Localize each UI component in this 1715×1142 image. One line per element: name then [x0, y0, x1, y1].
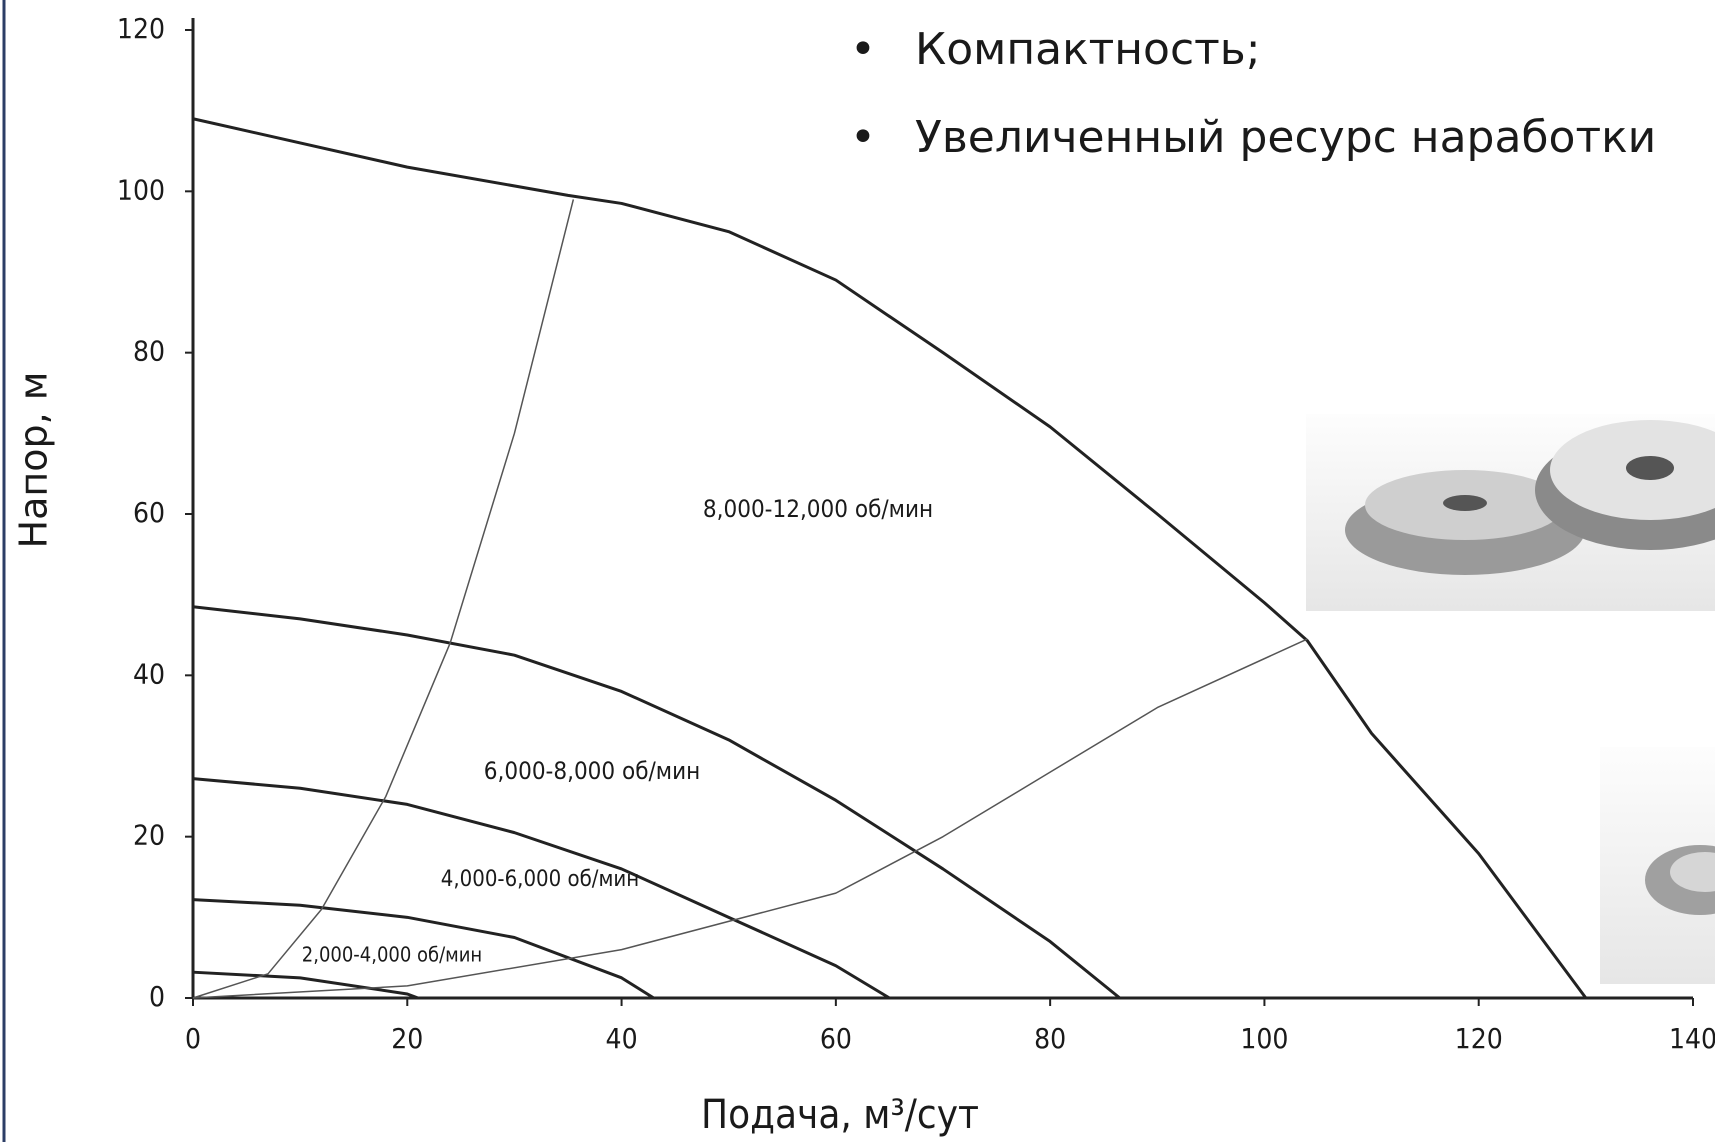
y-tick-label: 100	[117, 173, 165, 206]
y-tick-label: 80	[133, 335, 165, 368]
x-tick-label: 80	[1034, 1022, 1066, 1055]
region-label: 4,000-6,000 об/мин	[441, 867, 639, 892]
bullet-dot: •	[850, 112, 876, 163]
slide: • Компактность; • Увеличенный ресурс нар…	[0, 0, 1715, 1142]
bullet: Компактность;	[915, 24, 1261, 75]
bullet-list: • Компактность; • Увеличенный ресурс нар…	[850, 24, 1656, 163]
x-tick-label: 100	[1240, 1022, 1288, 1055]
region-label: 2,000-4,000 об/мин	[302, 943, 482, 967]
x-axis-label: Подача, м³/сут	[701, 1092, 979, 1138]
x-tick-label: 40	[606, 1022, 638, 1055]
bullet: Увеличенный ресурс наработки	[915, 112, 1656, 163]
region-label: 8,000-12,000 об/мин	[703, 495, 933, 523]
y-axis-label: Напор, м	[12, 372, 56, 549]
impeller-image	[1600, 747, 1715, 984]
curve	[193, 972, 418, 998]
x-tick-label: 0	[185, 1022, 201, 1055]
impeller-image	[1306, 414, 1715, 611]
y-tick-label: 60	[133, 496, 165, 529]
x-tick-label: 20	[391, 1022, 423, 1055]
y-tick-label: 0	[149, 980, 165, 1013]
x-tick-label: 60	[820, 1022, 852, 1055]
y-tick-label: 120	[117, 12, 165, 45]
region-label: 6,000-8,000 об/мин	[484, 757, 700, 785]
x-tick-label: 140	[1669, 1022, 1715, 1055]
bullet-dot: •	[850, 24, 876, 75]
x-tick-label: 120	[1455, 1022, 1503, 1055]
y-tick-label: 40	[133, 657, 165, 690]
y-tick-label: 20	[133, 819, 165, 852]
curve	[193, 607, 1120, 998]
